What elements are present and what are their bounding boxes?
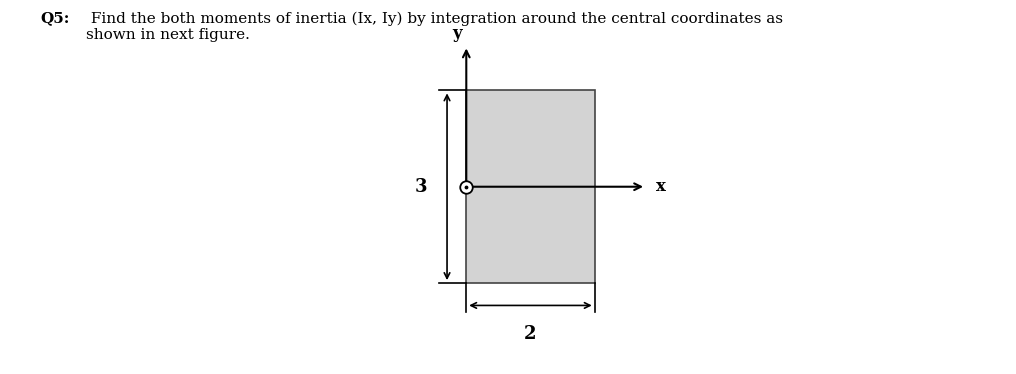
Text: Find the both moments of inertia (Ix, Iy) by integration around the central coor: Find the both moments of inertia (Ix, Iy… — [86, 11, 783, 42]
Text: y: y — [452, 25, 461, 42]
Text: 3: 3 — [416, 178, 428, 196]
Text: x: x — [655, 178, 665, 195]
Bar — [466, 91, 594, 283]
Text: Q5:: Q5: — [41, 11, 70, 25]
Text: 2: 2 — [524, 325, 536, 343]
